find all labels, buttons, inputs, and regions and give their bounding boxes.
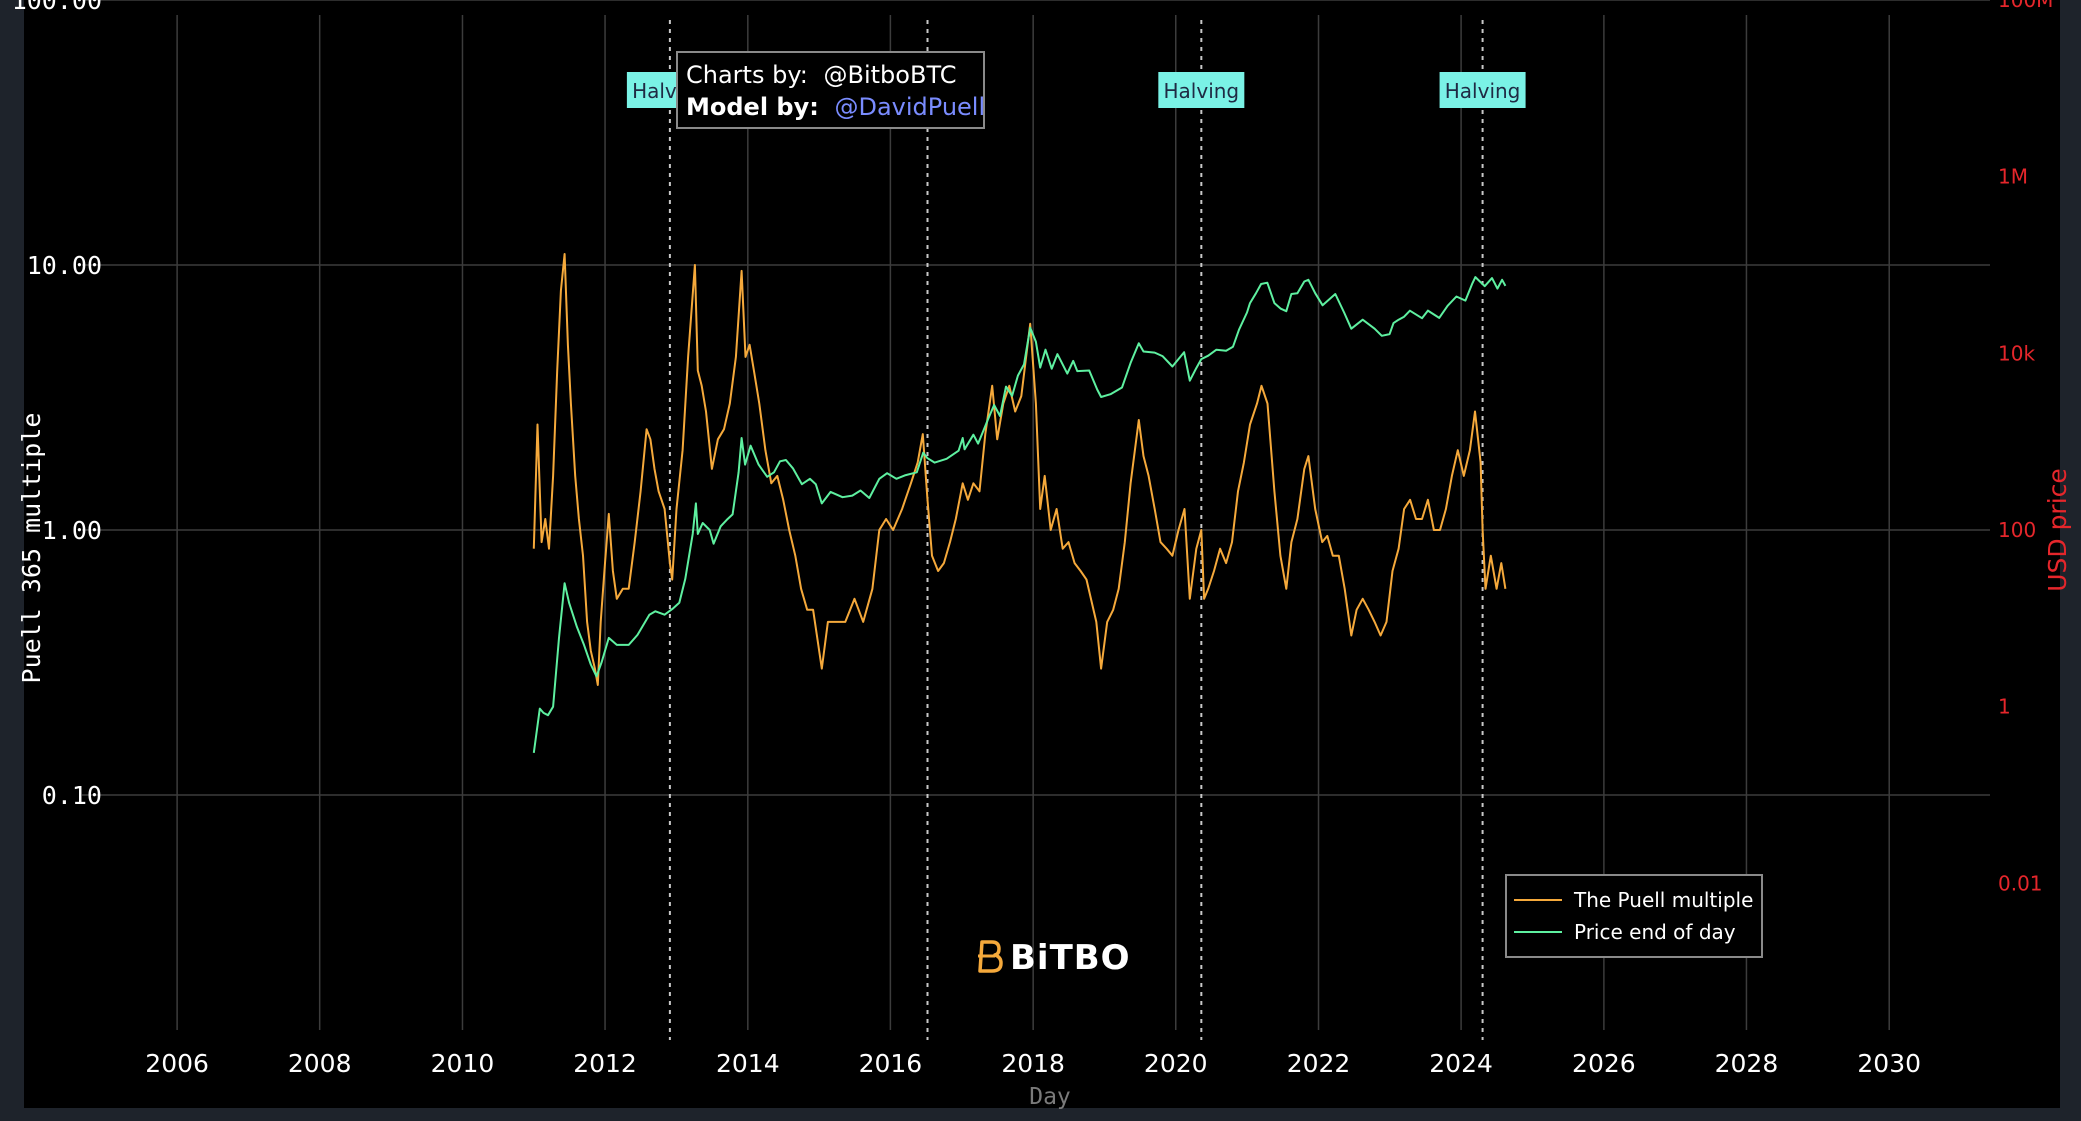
y-right-tick-label: 10k: [1998, 341, 2035, 365]
x-tick-label: 2022: [1287, 1049, 1351, 1078]
x-tick-label: 2010: [431, 1049, 495, 1078]
y-left-tick-label: 0.10: [42, 781, 102, 810]
y-left-tick-label: 100.00: [12, 0, 102, 15]
credit-charts-handle[interactable]: @BitboBTC: [824, 61, 957, 89]
credit-charts-label: Charts by:: [686, 61, 808, 89]
x-tick-label: 2028: [1715, 1049, 1779, 1078]
bitbo-logo: BiTBO: [978, 938, 1131, 978]
x-tick-label: 2018: [1001, 1049, 1065, 1078]
legend-label-puell: The Puell multiple: [1573, 888, 1753, 912]
left-axis-ticks: 100.00 10.00 1.00 0.10: [12, 0, 102, 810]
x-tick-label: 2020: [1144, 1049, 1208, 1078]
y-axis-title-left: Puell 365 multiple: [17, 413, 46, 684]
halving-label-box: [1158, 72, 1245, 108]
halving-label-text: Halving: [1164, 79, 1240, 103]
y-right-tick-label: 1: [1998, 695, 2011, 719]
y-right-tick-label: 0.01: [1998, 871, 2043, 895]
credit-model-handle[interactable]: @DavidPuell: [834, 93, 985, 121]
x-axis-ticks: 2006 2008 2010 2012 2014 2016 2018 2020 2022 2024…: [145, 1049, 1921, 1078]
price-line: [532, 276, 1507, 754]
legend-item-puell[interactable]: The Puell multiple: [1514, 888, 1753, 912]
series-layer: [532, 253, 1507, 754]
y-axis-title-right: USD price: [2043, 468, 2072, 592]
credit-model-label: Model by:: [686, 93, 819, 121]
x-axis-title: Day: [1029, 1084, 1071, 1110]
x-tick-label: 2006: [145, 1049, 209, 1078]
credit-box: Charts by: @BitboBTC Model by: @DavidPue…: [676, 51, 985, 129]
svg-text:Charts by: @BitboBTC: Charts by: @BitboBTC: [686, 61, 956, 89]
halving-label: Halving: [1158, 72, 1245, 108]
y-right-tick-label: 1M: [1998, 165, 2028, 189]
right-axis-ticks: 100M 1M 10k 100 1 0.01: [1998, 0, 2053, 895]
halving-label: Halving: [1439, 72, 1526, 108]
x-tick-label: 2030: [1857, 1049, 1921, 1078]
y-right-tick-label: 100: [1998, 518, 2036, 542]
halving-lines: [668, 20, 1484, 1040]
y-right-tick-label: 100M: [1998, 0, 2053, 12]
x-tick-label: 2008: [288, 1049, 352, 1078]
puell-multiple-line: [532, 253, 1507, 686]
x-tick-label: 2016: [859, 1049, 923, 1078]
x-tick-label: 2014: [716, 1049, 780, 1078]
y-left-tick-label: 10.00: [27, 251, 102, 280]
x-tick-label: 2024: [1429, 1049, 1493, 1078]
svg-text:Model by: @DavidPuell: Model by: @DavidPuell: [686, 93, 985, 121]
bitbo-logo-text: BiTBO: [1010, 938, 1131, 978]
legend: The Puell multiple Price end of day: [1505, 874, 1763, 958]
x-tick-label: 2026: [1572, 1049, 1636, 1078]
legend-item-price[interactable]: Price end of day: [1514, 920, 1736, 944]
x-tick-label: 2012: [573, 1049, 637, 1078]
halving-label-box: [1439, 72, 1526, 108]
bitbo-logo-icon: [978, 940, 1003, 973]
gridlines: [82, 0, 1990, 1030]
legend-label-price: Price end of day: [1574, 920, 1736, 944]
y-left-tick-label: 1.00: [42, 516, 102, 545]
halving-label-text: Halving: [1445, 79, 1521, 103]
